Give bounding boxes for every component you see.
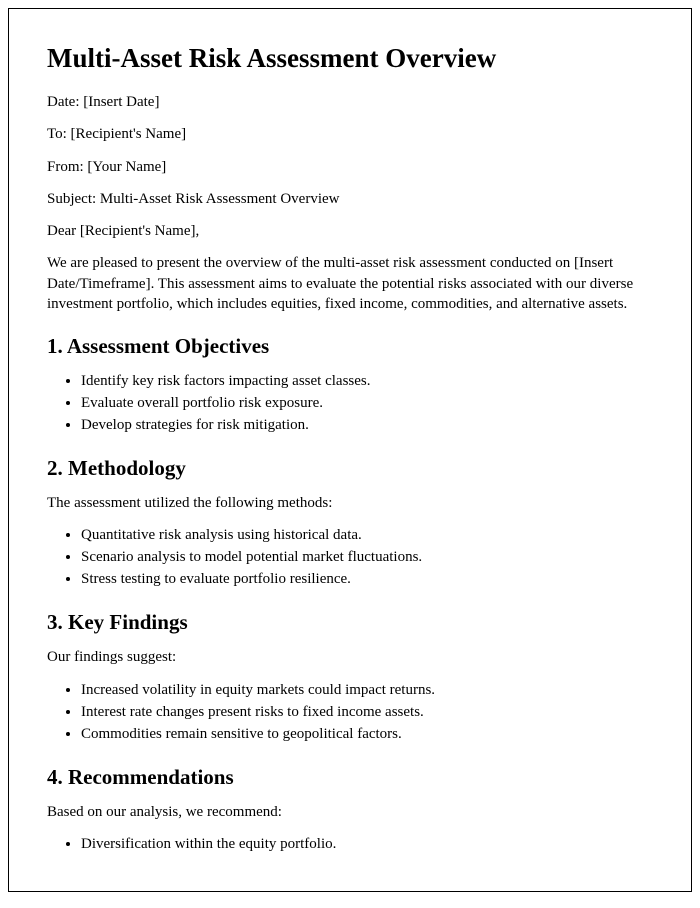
list-item: Interest rate changes present risks to f… [81,702,653,723]
list-item: Commodities remain sensitive to geopolit… [81,724,653,745]
recommendations-list: Diversification within the equity portfo… [47,834,653,855]
list-item: Evaluate overall portfolio risk exposure… [81,393,653,414]
salutation: Dear [Recipient's Name], [47,221,653,241]
intro-paragraph: We are pleased to present the overview o… [47,253,653,314]
page-title: Multi-Asset Risk Assessment Overview [47,43,653,74]
findings-list: Increased volatility in equity markets c… [47,680,653,745]
header-from: From: [Your Name] [47,157,653,177]
list-item: Increased volatility in equity markets c… [81,680,653,701]
findings-lead: Our findings suggest: [47,647,653,667]
methodology-lead: The assessment utilized the following me… [47,493,653,513]
section-heading-recommendations: 4. Recommendations [47,765,653,790]
list-item: Scenario analysis to model potential mar… [81,547,653,568]
recommendations-lead: Based on our analysis, we recommend: [47,802,653,822]
list-item: Stress testing to evaluate portfolio res… [81,569,653,590]
methodology-list: Quantitative risk analysis using histori… [47,525,653,590]
objectives-list: Identify key risk factors impacting asse… [47,371,653,436]
list-item: Develop strategies for risk mitigation. [81,415,653,436]
header-subject: Subject: Multi-Asset Risk Assessment Ove… [47,189,653,209]
header-date: Date: [Insert Date] [47,92,653,112]
document-page: Multi-Asset Risk Assessment Overview Dat… [8,8,692,892]
list-item: Diversification within the equity portfo… [81,834,653,855]
header-to: To: [Recipient's Name] [47,124,653,144]
list-item: Quantitative risk analysis using histori… [81,525,653,546]
section-heading-findings: 3. Key Findings [47,610,653,635]
section-heading-methodology: 2. Methodology [47,456,653,481]
list-item: Identify key risk factors impacting asse… [81,371,653,392]
section-heading-objectives: 1. Assessment Objectives [47,334,653,359]
